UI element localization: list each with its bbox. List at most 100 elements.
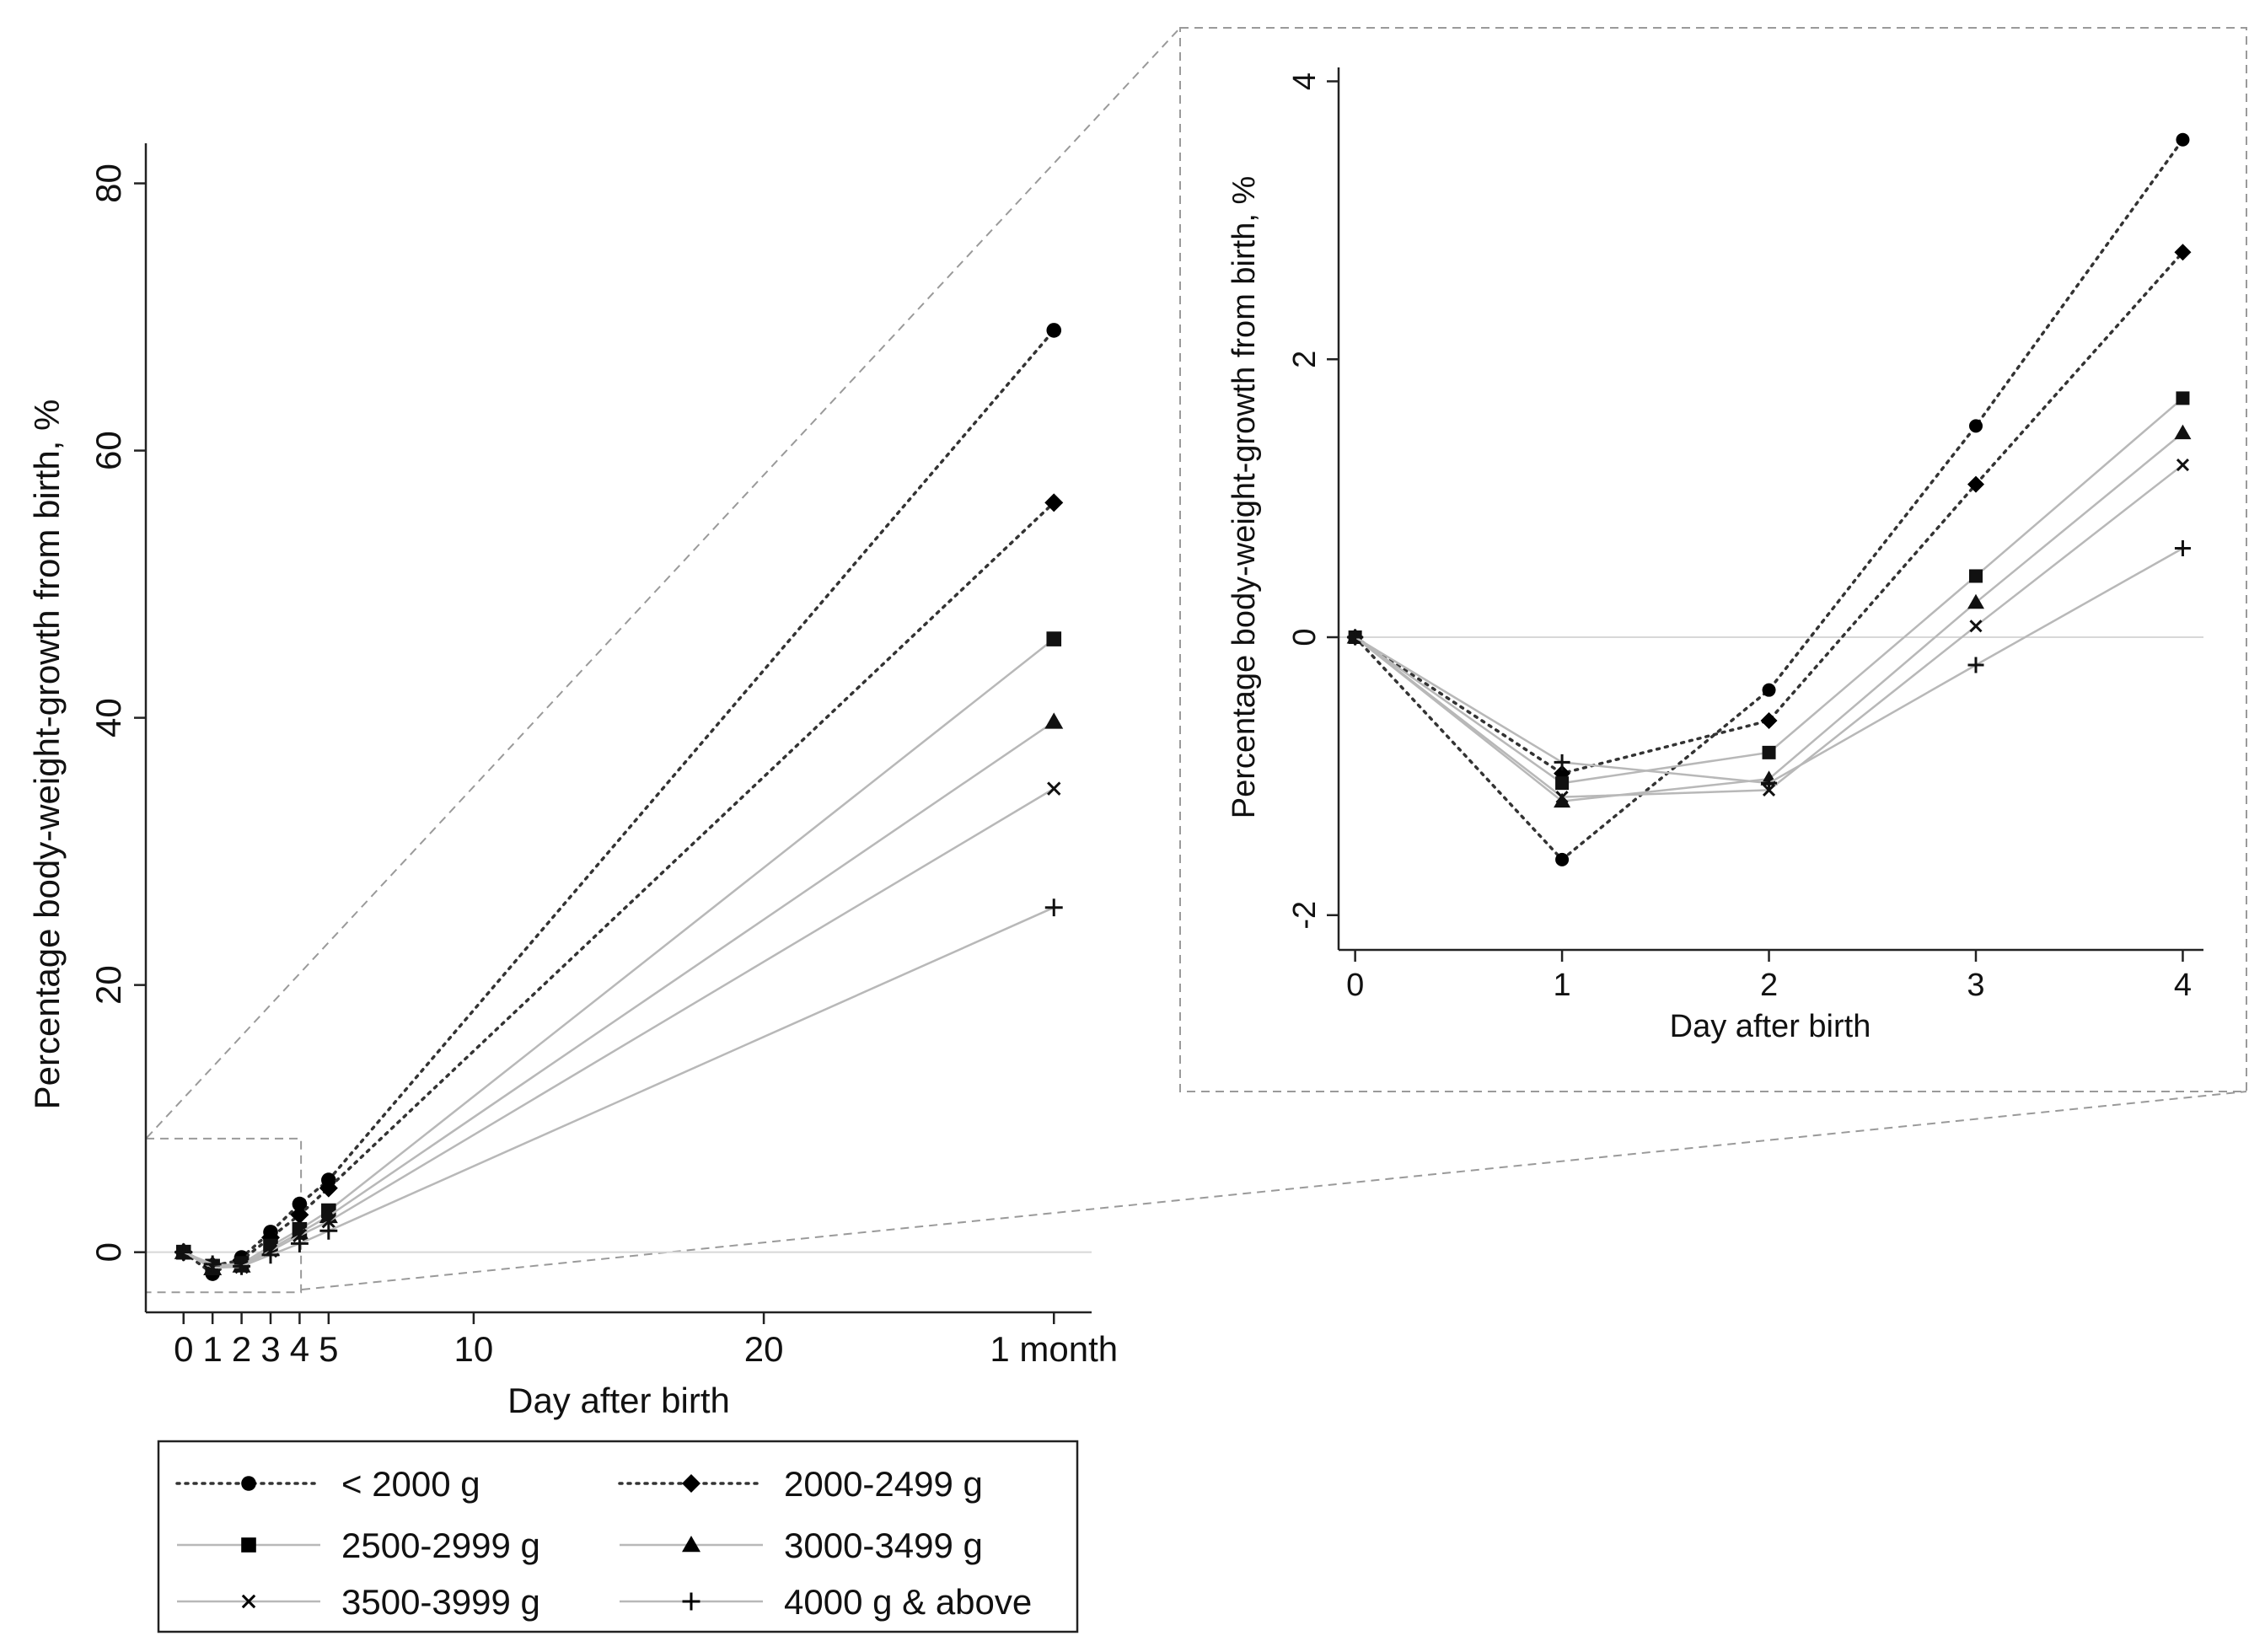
main-x-tick-label: 0 [174,1329,193,1369]
legend-items: < 2000 g 2000-2499 g 2500-2999 g 3000-3499 … [175,1464,1032,1622]
inset-point-2000-2499-g [1760,711,1778,729]
main-series-line-2500-2999-g [183,638,1055,1268]
main-x-axis-title: Day after birth [507,1381,730,1420]
main-point-2500-2999-g [1046,631,1062,646]
inset-point-2000-g [1555,852,1570,866]
main-zoom-box [145,1137,303,1294]
legend-marker-3000-3499-g [682,1536,700,1553]
inset-x-tick-label: 2 [1760,968,1778,1003]
inset-chart: -2 0 2 4 0 1 2 3 4 Day after birth Percentage b… [1226,67,2203,1044]
main-point-4000-g-above [319,1221,338,1240]
inset-y-tick-label: 4 [1287,72,1323,90]
main-point-2000-g [1046,323,1062,338]
inset-point-4000-g-above [2174,539,2191,556]
legend-label-3000-3499-g: 3000-3499 g [784,1526,983,1565]
inset-point-3500-3999-g [2176,459,2190,472]
legend-label-2500-2999-g: 2500-2999 g [341,1526,540,1565]
inset-y-ticks: -2 0 2 4 [1287,72,1339,930]
zoom-connector-bottom [301,1091,2247,1290]
inset-y-tick-label: -2 [1287,901,1323,930]
main-point-3500-3999-g [1047,781,1061,796]
inset-y-tick-label: 2 [1287,351,1323,368]
inset-point-2500-2999-g [1762,745,1776,759]
main-x-tick-label: 5 [319,1329,338,1369]
main-point-4000-g-above [233,1257,251,1275]
inset-point-2000-2499-g [2174,244,2192,261]
main-series [174,323,1064,1281]
inset-x-axis-title: Day after birth [1670,1009,1871,1044]
inset-point-3000-3499-g [1967,593,1984,609]
main-series-line-4000-g-above [183,906,1055,1268]
inset-y-axis-title: Percentage body-weight-growth from birth… [1226,176,1262,818]
zoom-connector-top [146,27,1181,1139]
inset-point-3000-3499-g [2174,424,2192,440]
inset-point-2000-g [2176,132,2190,147]
main-series-line-2000-2499-g [181,501,1056,1268]
inset-point-2000-g [1969,419,1983,433]
inset-x-tick-label: 0 [1346,968,1364,1003]
main-x-tick-label: 20 [744,1329,784,1369]
main-series-line-3500-3999-g [183,787,1055,1269]
main-point-2000-2499-g [1044,493,1064,512]
main-x-tick-label: 1 [202,1329,222,1369]
inset-point-3500-3999-g [1555,791,1569,804]
main-series-line-2000-g [181,329,1056,1276]
inset-point-2500-2999-g [2176,391,2190,405]
main-y-tick-label: 60 [89,431,128,470]
legend-box [157,1440,1079,1633]
zoom-connectors [146,27,2247,1290]
legend-label-3500-3999-g: 3500-3999 g [341,1582,540,1622]
main-y-tick-label: 40 [89,698,128,738]
inset-point-4000-g-above [1554,754,1570,770]
main-point-3000-3499-g [290,1223,309,1240]
inset-series-line-2000-2499-g [1353,250,2185,775]
inset-x-tick-label: 1 [1554,968,1571,1003]
main-y-tick-label: 0 [89,1242,128,1262]
inset-point-2000-g [1762,683,1776,697]
zoom-region-box [145,1137,303,1294]
inset-x-ticks: 0 1 2 3 4 [1346,950,2192,1003]
legend-label-2000-g: < 2000 g [341,1464,480,1504]
legend-marker-2000-2499-g [682,1474,700,1493]
inset-point-2500-2999-g [1555,776,1570,791]
main-x-tick-label: 10 [454,1329,494,1369]
main-point-3000-3499-g [1044,712,1064,729]
inset-point-4000-g-above [1347,629,1364,646]
main-x-tick-label: 2 [232,1329,251,1369]
main-point-2000-g [292,1196,308,1212]
main-point-4000-g-above [174,1243,193,1262]
main-point-2000-2499-g [319,1178,338,1198]
inset-x-tick-label: 3 [1967,968,1984,1003]
legend-label-4000-g-above: 4000 g & above [784,1582,1032,1622]
main-point-4000-g-above [290,1234,309,1252]
main-y-tick-label: 20 [89,965,128,1005]
inset-point-4000-g-above [1967,657,1984,673]
main-x-ticks: 0 1 2 3 4 5 10 20 1 month [174,1312,1118,1369]
legend-marker-2000-g [241,1476,256,1491]
inset-point-2000-2499-g [1967,475,1984,493]
inset-x-tick-label: 4 [2174,968,2192,1003]
main-series-line-3000-3499-g [183,721,1055,1269]
main-point-4000-g-above [203,1255,222,1274]
main-y-tick-label: 80 [89,164,128,203]
legend-marker-2500-2999-g [241,1537,256,1553]
inset-series [1346,132,2192,866]
inset-point-3500-3999-g [1969,620,1983,633]
main-point-3500-3999-g [321,1214,336,1229]
legend-marker-4000-g-above [682,1592,700,1611]
inset-point-2500-2999-g [1969,569,1983,583]
main-point-4000-g-above [261,1246,280,1264]
inset-frame [1179,27,2247,1092]
main-y-axis-title: Percentage body-weight-growth from birth… [27,400,67,1110]
legend-label-2000-2499-g: 2000-2499 g [784,1464,983,1504]
inset-y-tick-label: 0 [1287,628,1323,646]
inset-point-4000-g-above [1761,775,1778,791]
main-x-tick-label: 4 [290,1329,309,1369]
inset-point-3000-3499-g [1554,792,1571,808]
main-x-tick-label: 3 [260,1329,280,1369]
main-point-2000-2499-g [290,1205,309,1225]
legend: < 2000 g 2000-2499 g 2500-2999 g 3000-3499 … [157,1440,1079,1633]
main-point-4000-g-above [1044,898,1063,917]
